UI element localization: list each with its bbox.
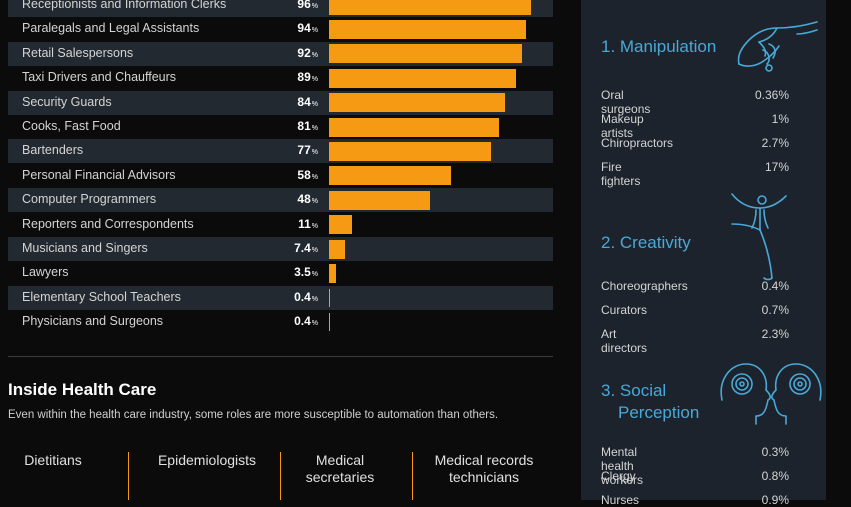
- chart-category-label: Cooks, Fast Food: [22, 119, 121, 133]
- item-value: 2.7%: [761, 136, 789, 150]
- item-value: 0.9%: [761, 493, 789, 507]
- chart-category-label: Taxi Drivers and Chauffeurs: [22, 70, 177, 85]
- chart-category-label: Musicians and Singers: [22, 241, 148, 255]
- hc-column-label: Dietitians: [24, 452, 82, 468]
- chart-category-label: Lawyers: [22, 265, 69, 280]
- chart-bar: [329, 288, 330, 307]
- section-title-line: 3. Social: [601, 381, 667, 400]
- chart-category-label: Physicians and Surgeons: [22, 314, 164, 329]
- chart-value-label: 0.4%: [294, 289, 318, 304]
- chart-category-label: Paralegals and Legal Assistants: [22, 21, 200, 36]
- hc-column-separator: [280, 452, 281, 500]
- hc-column-epidemiologists: Epidemiologists: [148, 452, 266, 469]
- chart-bar: [329, 166, 451, 186]
- item-value: 0.7%: [761, 303, 789, 317]
- chart-bar: [329, 19, 527, 39]
- chart-bar: [329, 68, 516, 88]
- item-name: Curators: [601, 303, 648, 317]
- item-name: Nurses: [601, 493, 640, 507]
- chart-bar: [329, 93, 506, 113]
- hc-column-label: Epidemiologists: [157, 452, 257, 468]
- item-name: Makeup artists: [601, 112, 644, 140]
- chart-bar: [329, 239, 345, 259]
- item-value: 17%: [764, 160, 789, 174]
- hc-column-separator: [412, 452, 413, 500]
- item-value: 0.36%: [754, 88, 789, 102]
- chart-value-label: 58%: [297, 167, 318, 182]
- health-care-title: Inside Health Care: [8, 380, 157, 399]
- chart-value-label: 48%: [297, 192, 318, 207]
- chart-value-label: 96%: [297, 0, 318, 11]
- item-name: Art directors: [601, 327, 648, 355]
- item-name: Clergy: [601, 469, 636, 483]
- hc-column-medical-records-technicians: Medical records technicians: [428, 452, 540, 486]
- dancer-icon: [726, 190, 790, 282]
- item-value: 0.3%: [761, 445, 789, 459]
- chart-value-label: 11%: [298, 216, 318, 231]
- chart-category-label: Personal Financial Advisors: [22, 167, 176, 182]
- hc-column-dietitians: Dietitians: [10, 452, 96, 469]
- hand-icon: [733, 16, 819, 72]
- chart-bar: [329, 215, 353, 235]
- chart-value-label: 3.5%: [294, 265, 318, 280]
- item-value: 1%: [771, 112, 789, 126]
- item-name: Oral surgeons: [601, 88, 651, 116]
- item-name: Chiropractors: [601, 136, 674, 150]
- chart-value-label: 77%: [297, 143, 318, 158]
- chart-bar: [329, 117, 500, 137]
- item-value: 0.4%: [761, 279, 789, 293]
- hc-column-label: Medical records technicians: [434, 452, 534, 485]
- chart-category-label: Security Guards: [22, 94, 112, 109]
- chart-row-stripe: [8, 188, 553, 213]
- item-name: Fire fighters: [601, 160, 641, 188]
- chart-bar: [329, 0, 531, 15]
- section-title-social-perception: 3. Social Perception: [601, 380, 699, 424]
- hc-column-medical-secretaries: Medical secretaries: [290, 452, 390, 486]
- chart-value-label: 89%: [297, 70, 318, 85]
- section-title-manipulation: 1. Manipulation: [601, 37, 717, 56]
- chart-value-label: 92%: [297, 45, 318, 60]
- chart-value-label: 94%: [297, 21, 318, 36]
- item-value: 0.8%: [761, 469, 789, 483]
- chart-bar: [329, 263, 337, 283]
- chart-row-stripe: [8, 285, 553, 310]
- chart-value-label: 84%: [297, 94, 318, 109]
- chart-category-label: Computer Programmers: [22, 192, 157, 207]
- chart-bar: [329, 44, 523, 64]
- section-title-line: Perception: [618, 403, 700, 422]
- chart-category-label: Receptionists and Information Clerks: [22, 0, 227, 11]
- health-care-subtitle: Even within the health care industry, so…: [8, 409, 499, 421]
- chart-category-label: Retail Salespersons: [22, 45, 134, 60]
- hc-column-label: Medical secretaries: [305, 452, 375, 485]
- chart-bar: [329, 141, 491, 161]
- chart-value-label: 81%: [297, 119, 318, 133]
- chart-bar: [329, 313, 330, 332]
- item-value: 2.3%: [761, 327, 789, 341]
- item-name: Mental health workers: [601, 445, 644, 487]
- hc-column-separator: [128, 452, 129, 500]
- item-name: Choreographers: [601, 279, 688, 293]
- chart-row-stripe: [8, 237, 553, 261]
- chart-value-label: 7.4%: [294, 241, 318, 255]
- chart-category-label: Elementary School Teachers: [22, 289, 181, 304]
- heads-icon: [716, 360, 826, 426]
- chart-category-label: Reporters and Correspondents: [22, 216, 194, 231]
- section-title-creativity: 2. Creativity: [601, 233, 691, 252]
- automation-bar-chart: Receptionists and Information Clerks 96% P…: [0, 0, 560, 335]
- chart-value-label: 0.4%: [294, 314, 318, 329]
- chart-category-label: Bartenders: [22, 143, 84, 158]
- chart-bar: [329, 190, 430, 210]
- section-divider: [8, 356, 553, 357]
